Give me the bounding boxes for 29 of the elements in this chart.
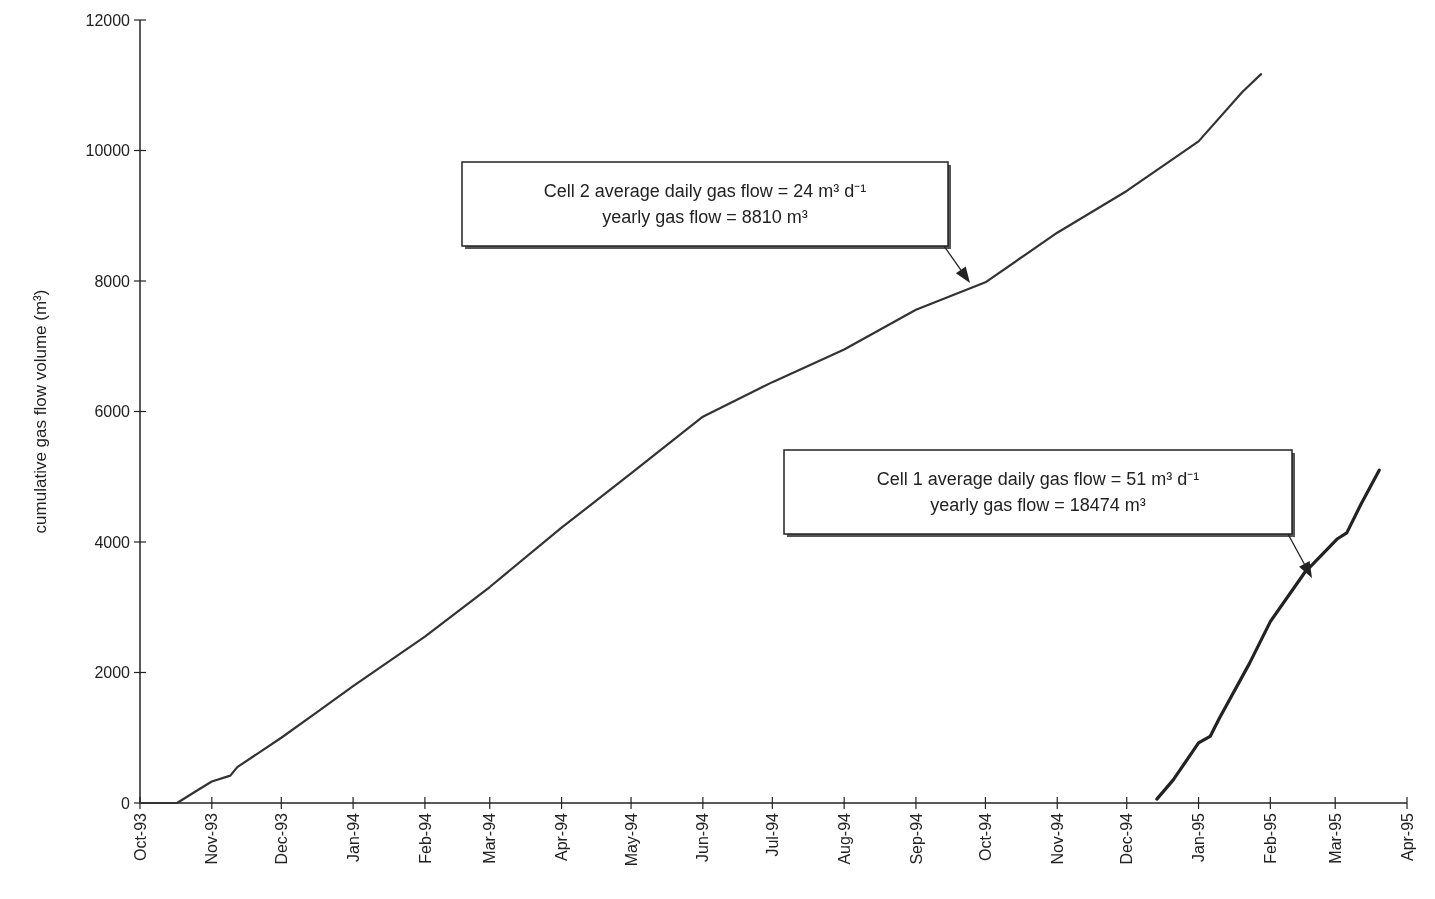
x-tick-label: Mar-94 bbox=[481, 812, 499, 864]
x-tick-label: Jan-94 bbox=[344, 812, 362, 862]
y-tick-label: 12000 bbox=[85, 11, 131, 29]
x-tick-label: Nov-94 bbox=[1048, 812, 1066, 865]
x-tick-label: Jun-94 bbox=[694, 812, 712, 862]
x-tick-label: Sep-94 bbox=[907, 812, 925, 865]
x-tick-label: Jul-94 bbox=[763, 812, 781, 857]
x-tick-label: Dec-94 bbox=[1118, 812, 1136, 865]
x-tick-label: Jan-95 bbox=[1190, 812, 1208, 862]
x-tick-label: Oct-93 bbox=[131, 812, 149, 862]
x-tick-label: Apr-94 bbox=[553, 812, 571, 862]
y-tick-label: 8000 bbox=[94, 272, 131, 290]
x-tick-label: Feb-95 bbox=[1261, 812, 1279, 864]
x-tick-label: Mar-95 bbox=[1326, 812, 1344, 864]
x-tick-label: Oct-94 bbox=[977, 812, 995, 862]
x-tick-label: Nov-93 bbox=[203, 812, 221, 865]
x-tick-label: Dec-93 bbox=[272, 812, 290, 865]
y-tick-label: 6000 bbox=[94, 403, 131, 421]
y-tick-label: 10000 bbox=[85, 142, 131, 160]
annotation: Cell 1 average daily gas flow = 51 m³ d⁻¹ yearly gas flow = 18474 m³ bbox=[876, 469, 1200, 516]
annotation: Cell 2 average daily gas flow = 24 m³ d⁻¹ yearly gas flow = 8810 m³ bbox=[543, 181, 867, 228]
y-tick-label: 0 bbox=[121, 794, 131, 812]
y-tick-label: 2000 bbox=[94, 664, 131, 682]
x-tick-label: May-94 bbox=[622, 812, 640, 867]
y-axis-title: cumulative gas flow volume (m³) bbox=[31, 289, 50, 534]
x-tick-label: Apr-95 bbox=[1398, 812, 1416, 862]
x-tick-label: Feb-94 bbox=[416, 812, 434, 864]
x-tick-label: Aug-94 bbox=[835, 812, 853, 865]
y-tick-label: 4000 bbox=[94, 533, 131, 551]
